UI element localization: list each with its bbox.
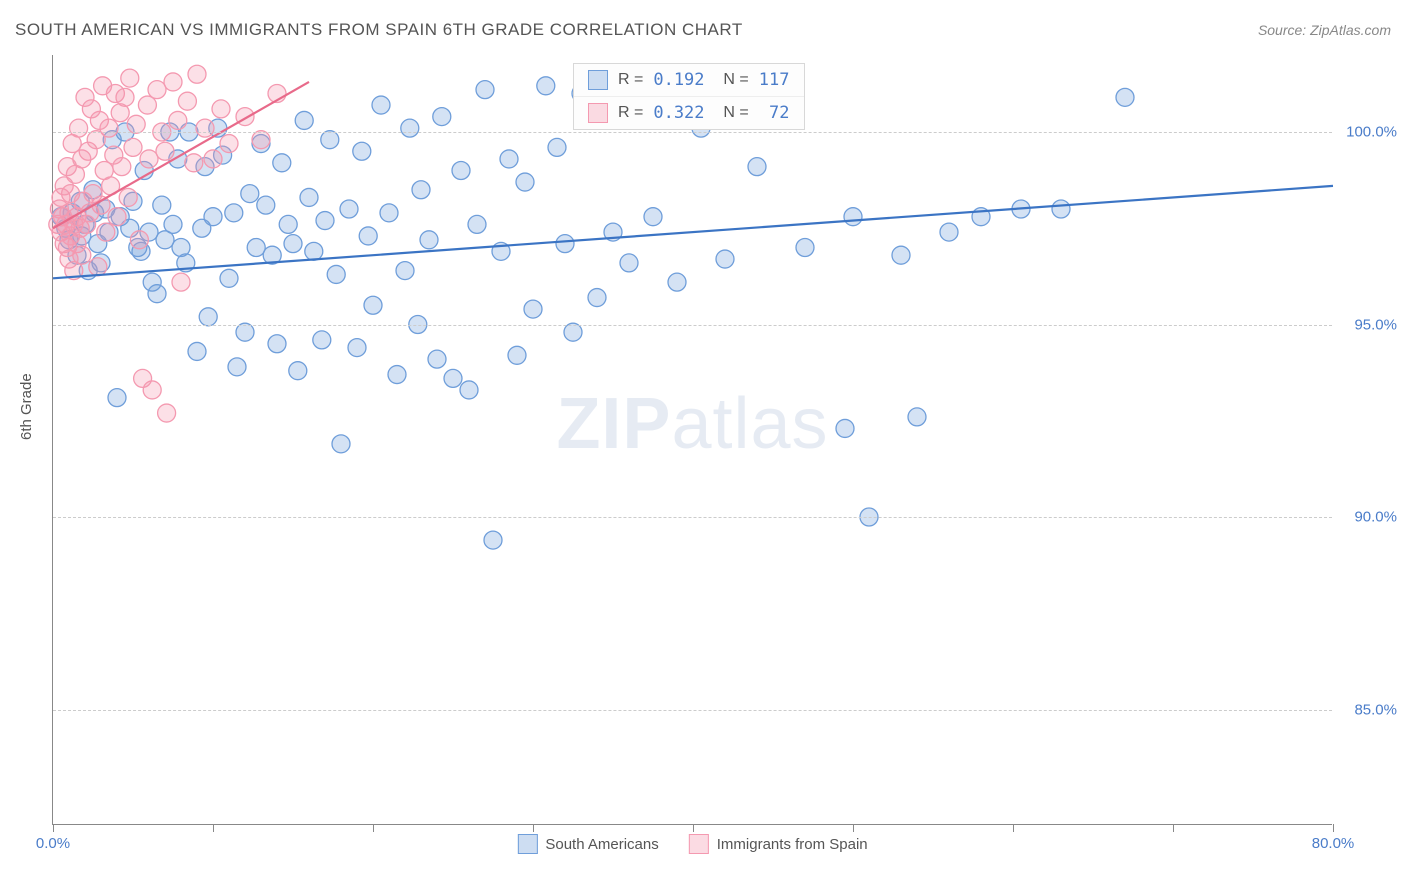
legend-correlation: R = 0.192 N = 117 R = 0.322 N = 72: [573, 63, 805, 130]
legend-swatch-blue-icon: [517, 834, 537, 854]
legend-label-pink: Immigrants from Spain: [717, 836, 868, 853]
y-axis-label: 6th Grade: [18, 373, 35, 440]
legend-n-label: N =: [715, 71, 749, 89]
legend-n-label: N =: [715, 104, 749, 122]
y-tick-label: 95.0%: [1354, 316, 1397, 333]
legend-r-blue: 0.192: [653, 70, 704, 90]
legend-label-blue: South Americans: [545, 836, 658, 853]
legend-row-blue: R = 0.192 N = 117: [574, 64, 804, 96]
y-tick-label: 85.0%: [1354, 701, 1397, 718]
legend-r-label: R =: [618, 71, 643, 89]
legend-n-blue: 117: [759, 70, 790, 90]
legend-item-blue: South Americans: [517, 834, 658, 854]
legend-item-pink: Immigrants from Spain: [689, 834, 868, 854]
legend-n-pink: 72: [759, 103, 790, 123]
legend-r-label: R =: [618, 104, 643, 122]
y-tick-label: 90.0%: [1354, 509, 1397, 526]
x-tick-label: 80.0%: [1312, 835, 1355, 852]
source-credit: Source: ZipAtlas.com: [1258, 22, 1391, 38]
plot-area: ZIPatlas R = 0.192 N = 117 R = 0.322 N =…: [52, 55, 1332, 825]
chart-title: SOUTH AMERICAN VS IMMIGRANTS FROM SPAIN …: [15, 20, 743, 40]
legend-row-pink: R = 0.322 N = 72: [574, 96, 804, 129]
legend-r-pink: 0.322: [653, 103, 704, 123]
legend-swatch-pink: [588, 103, 608, 123]
y-tick-label: 100.0%: [1346, 124, 1397, 141]
x-tick-label: 0.0%: [36, 835, 70, 852]
legend-swatch-pink-icon: [689, 834, 709, 854]
legend-series: South Americans Immigrants from Spain: [517, 834, 867, 854]
legend-swatch-blue: [588, 70, 608, 90]
